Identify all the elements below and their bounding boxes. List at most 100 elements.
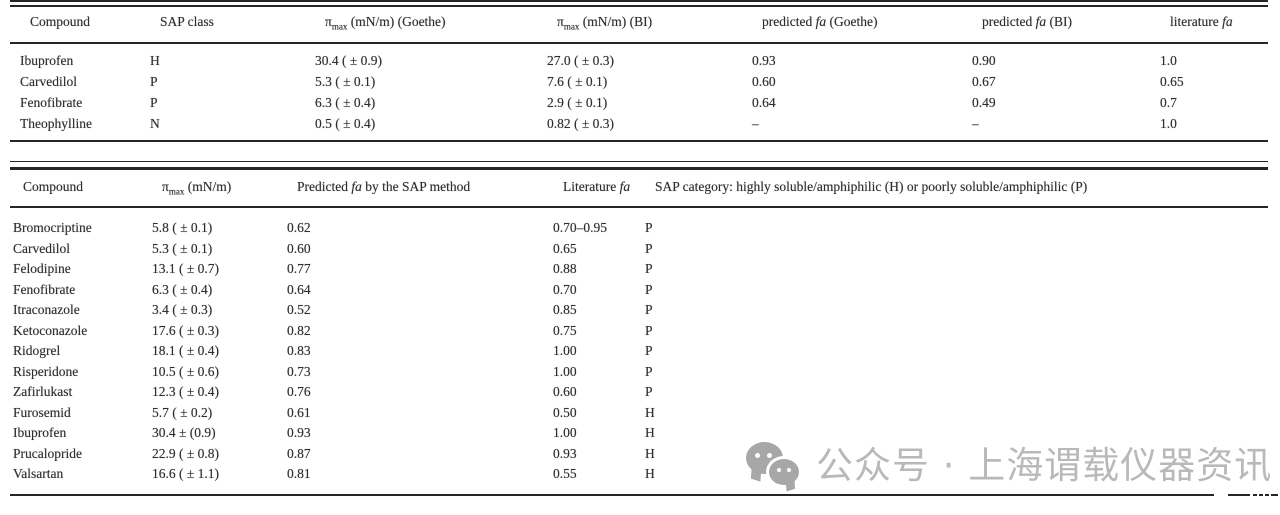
cell-value: 30.4 ( ± 0.9) xyxy=(315,53,383,68)
pi-subscript: max xyxy=(168,186,185,197)
col-header-predicted-fa-sap: Predicted fa by the SAP method xyxy=(297,178,563,196)
cell-value: 18.1 ( ± 0.4) xyxy=(152,343,220,358)
col-header-pimax-goethe: πmax (mN/m) (Goethe) xyxy=(325,13,557,31)
cell-value: P xyxy=(645,363,653,379)
fa-italic: fa xyxy=(1222,14,1233,29)
rule-segment xyxy=(1259,494,1263,496)
cell-value: 6.3 ( ± 0.4) xyxy=(152,281,213,297)
header-text: literature xyxy=(1170,14,1223,29)
rule-segment xyxy=(1228,494,1250,496)
cell-value: 0.50 xyxy=(553,404,577,420)
cell-value: 0.87 xyxy=(287,445,311,461)
table1-top-rule-outer xyxy=(10,0,1268,2)
cell-value: 0.85 xyxy=(553,302,577,317)
cell-value: H xyxy=(645,466,655,481)
table-row: Furosemid 5.7 ( ± 0.2) 0.61 0.50 H xyxy=(0,403,1258,424)
cell-value: 10.5 ( ± 0.6) xyxy=(152,363,220,379)
cell-value: 0.7 xyxy=(1160,95,1177,110)
cell-compound: Ibuprofen xyxy=(13,425,67,440)
cell-value: 5.7 ( ± 0.2) xyxy=(152,404,213,420)
cell-value: P xyxy=(645,322,653,338)
table2-top-rule-outer xyxy=(10,161,1268,162)
table-row: Prucalopride 22.9 ( ± 0.8) 0.87 0.93 H xyxy=(0,444,1258,465)
table-row: Carvedilol 5.3 ( ± 0.1) 0.60 0.65 P xyxy=(0,239,1258,260)
cell-value: 0.88 xyxy=(553,261,577,276)
col-header-sap-class: SAP class xyxy=(160,14,214,29)
cell-value: – xyxy=(752,116,759,131)
cell-compound: Fenofibrate xyxy=(13,281,76,297)
cell-value: P xyxy=(150,74,158,89)
table-row: Itraconazole 3.4 ( ± 0.3) 0.52 0.85 P xyxy=(0,300,1258,321)
cell-value: 27.0 ( ± 0.3) xyxy=(547,53,615,68)
chat-bubble-small xyxy=(766,456,802,488)
pi-symbol: π xyxy=(557,14,564,29)
cell-value: 2.9 ( ± 0.1) xyxy=(547,95,608,110)
cell-value: 0.65 xyxy=(1160,74,1184,89)
table-row: Theophylline N 0.5 ( ± 0.4) 0.82 ( ± 0.3) – –… xyxy=(0,113,1258,134)
cell-value: P xyxy=(645,302,653,317)
cell-value: 0.67 xyxy=(972,74,996,89)
cell-compound: Ridogrel xyxy=(13,343,61,358)
watermark-text: 公众号 · 上海谓载仪器资讯 xyxy=(816,444,1273,487)
table-row: Fenofibrate 6.3 ( ± 0.4) 0.64 0.70 P xyxy=(0,280,1258,301)
cell-compound: Furosemid xyxy=(13,404,71,420)
cell-value: 0.77 xyxy=(287,261,311,276)
cell-value: H xyxy=(645,404,655,420)
cell-compound: Felodipine xyxy=(13,261,71,276)
cell-value: 0.64 xyxy=(752,95,776,110)
cell-compound: Prucalopride xyxy=(13,445,82,461)
cell-value: 1.00 xyxy=(553,343,577,358)
cell-value: 6.3 ( ± 0.4) xyxy=(315,95,376,110)
cell-value: 0.93 xyxy=(553,445,577,461)
fa-italic: fa xyxy=(1035,14,1047,29)
table-row: Ibuprofen H 30.4 ( ± 0.9) 27.0 ( ± 0.3) 0.93… xyxy=(0,50,1258,71)
cell-compound: Bromocriptine xyxy=(13,220,92,235)
table-row: Felodipine 13.1 ( ± 0.7) 0.77 0.88 P xyxy=(0,259,1258,280)
table-row: Valsartan 16.6 ( ± 1.1) 0.81 0.55 H xyxy=(0,464,1258,485)
header-text: Literature xyxy=(563,179,620,194)
cell-value: 1.00 xyxy=(553,363,577,379)
table2-body: Bromocriptine 5.8 ( ± 0.1) 0.62 0.70–0.95 P C… xyxy=(0,218,1280,485)
cell-value: 0.93 xyxy=(752,53,776,68)
table1-header-row: Compound SAP class πmax (mN/m) (Goethe) … xyxy=(10,13,1268,31)
cell-value: 0.83 xyxy=(287,343,311,358)
cell-value: 0.62 xyxy=(287,220,311,235)
cell-value: 22.9 ( ± 0.8) xyxy=(152,445,220,461)
cell-value: H xyxy=(150,53,160,68)
fa-italic: fa xyxy=(815,14,827,29)
cell-value: 16.6 ( ± 1.1) xyxy=(152,466,220,481)
cell-value: 0.70–0.95 xyxy=(553,220,607,235)
fa-italic: fa xyxy=(619,179,631,194)
cell-compound: Risperidone xyxy=(13,363,79,379)
cell-value: 0.60 xyxy=(553,384,577,399)
table2-header-rule xyxy=(10,206,1268,208)
watermark: 公众号 · 上海谓载仪器资讯 xyxy=(746,441,1272,491)
table-row: Fenofibrate P 6.3 ( ± 0.4) 2.9 ( ± 0.1) 0.64… xyxy=(0,92,1258,113)
table-row: Ridogrel 18.1 ( ± 0.4) 0.83 1.00 P xyxy=(0,341,1258,362)
cell-value: P xyxy=(645,384,653,399)
pi-symbol: π xyxy=(162,179,169,194)
header-text: (BI) xyxy=(1046,14,1073,29)
cell-compound: Carvedilol xyxy=(13,240,70,256)
table-row: Carvedilol P 5.3 ( ± 0.1) 7.6 ( ± 0.1) 0.60 0… xyxy=(0,71,1258,92)
cell-value: 5.8 ( ± 0.1) xyxy=(152,220,213,235)
col-header-predicted-fa-goethe: predicted fa (Goethe) xyxy=(762,13,982,31)
pi-unit-text: (mN/m) (Goethe) xyxy=(347,14,446,29)
col-header-compound: Compound xyxy=(23,179,84,194)
rule-segment xyxy=(1253,494,1257,496)
header-text: by the SAP method xyxy=(361,179,471,194)
table1-body: Ibuprofen H 30.4 ( ± 0.9) 27.0 ( ± 0.3) 0.93… xyxy=(0,50,1280,134)
cell-value: 1.0 xyxy=(1160,116,1177,131)
cell-compound: Itraconazole xyxy=(13,302,80,317)
col-header-predicted-fa-bi: predicted fa (BI) xyxy=(982,13,1170,31)
cell-value: 0.70 xyxy=(553,281,577,297)
table-row: Ketoconazole 17.6 ( ± 0.3) 0.82 0.75 P xyxy=(0,321,1258,342)
cell-value: 0.73 xyxy=(287,363,311,379)
cell-value: 5.3 ( ± 0.1) xyxy=(315,74,376,89)
cell-value: 0.93 xyxy=(287,425,311,440)
table1-top-rule-inner xyxy=(10,5,1268,7)
cell-value: 17.6 ( ± 0.3) xyxy=(152,322,220,338)
cell-value: P xyxy=(645,343,653,358)
cell-value: 5.3 ( ± 0.1) xyxy=(152,240,213,256)
